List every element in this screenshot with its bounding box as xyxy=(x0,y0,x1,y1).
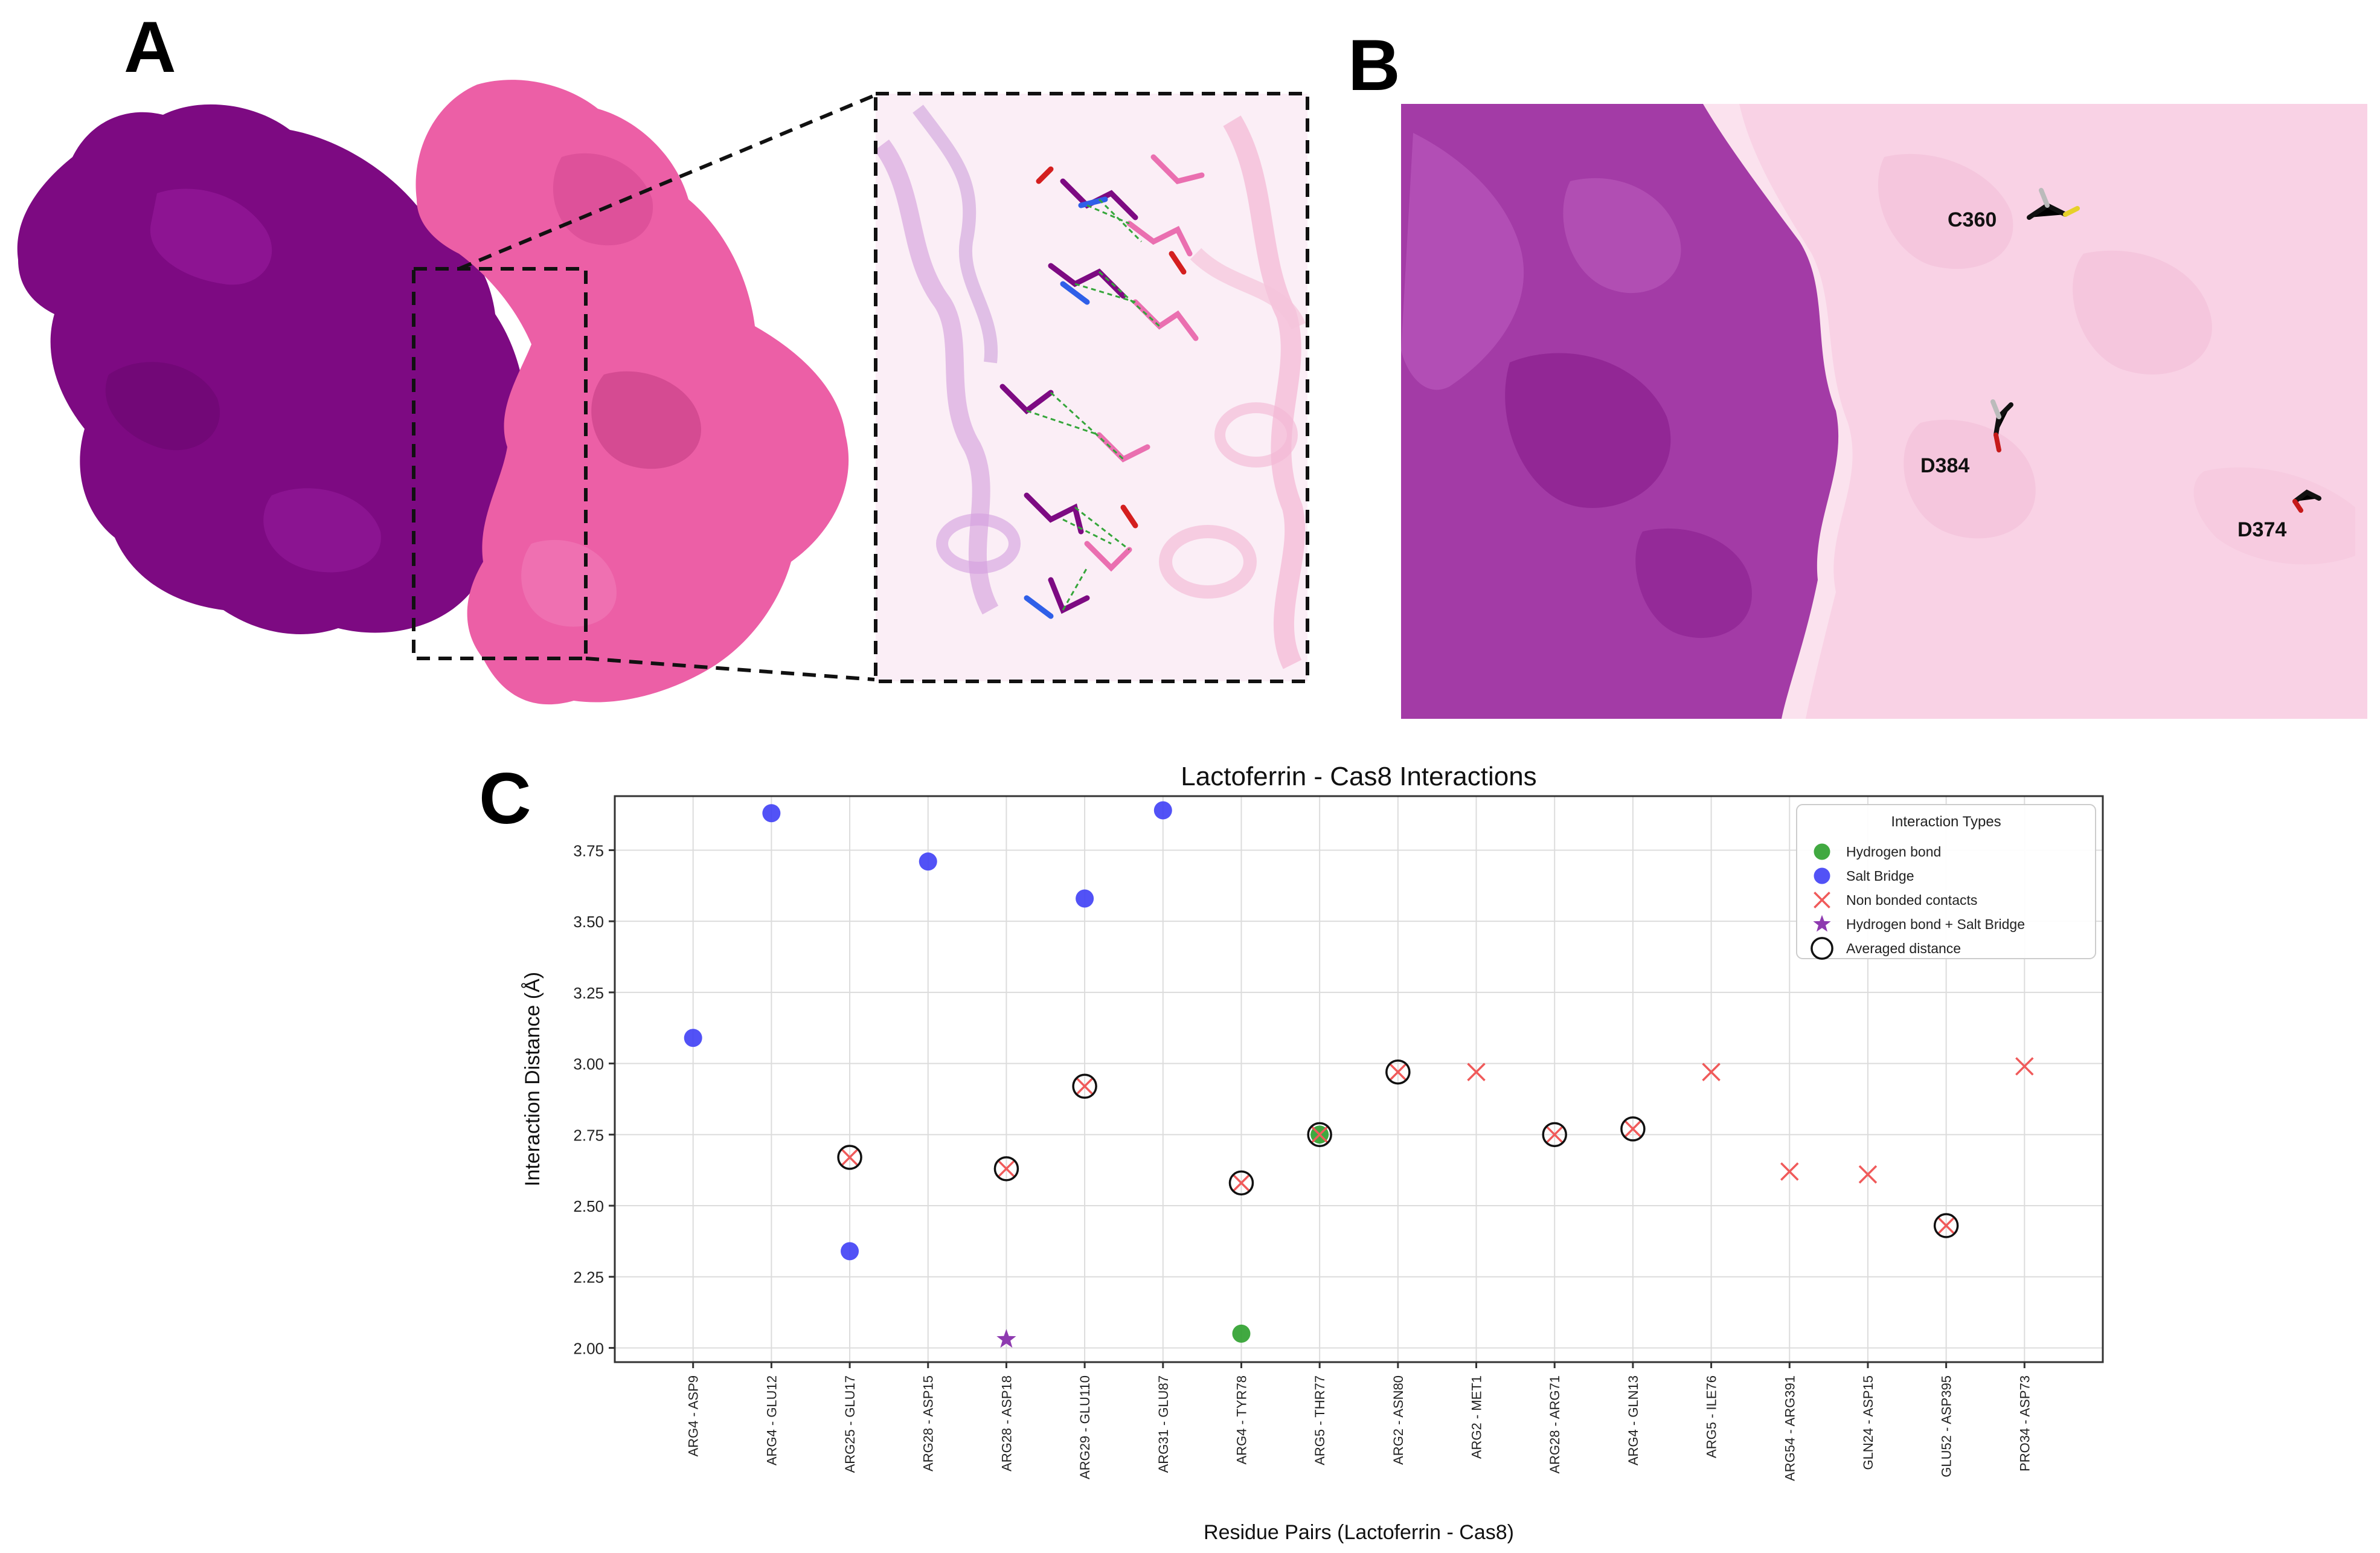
nonbonded-point xyxy=(997,1159,1016,1178)
x-tick-label: ARG4 - GLN13 xyxy=(1626,1375,1641,1465)
y-tick-label: 2.75 xyxy=(573,1126,604,1144)
panel-label-a: A xyxy=(124,7,176,88)
nonbonded-point xyxy=(840,1148,859,1167)
legend-label: Averaged distance xyxy=(1846,940,1961,956)
nonbonded-point xyxy=(2015,1057,2034,1076)
x-tick-label: ARG2 - MET1 xyxy=(1469,1375,1484,1459)
x-tick-label: ARG5 - ILE76 xyxy=(1704,1375,1719,1458)
x-tick-label: ARG28 - ASP15 xyxy=(921,1375,936,1471)
nonbonded-point xyxy=(1937,1216,1955,1235)
x-tick-label: PRO34 - ASP73 xyxy=(2017,1375,2032,1471)
x-tick-label: ARG5 - THR77 xyxy=(1312,1375,1327,1465)
avg-point xyxy=(1933,1213,1959,1238)
hbond-point xyxy=(1310,1125,1329,1144)
x-axis-label: Residue Pairs (Lactoferrin - Cas8) xyxy=(1204,1521,1514,1544)
zoom-line-bottom xyxy=(585,657,875,681)
plot-frame xyxy=(614,795,2104,1363)
hbsalt-point xyxy=(996,1329,1016,1348)
salt-point xyxy=(919,852,937,871)
salt-point xyxy=(762,804,781,823)
legend-marker-salt xyxy=(1814,867,1830,884)
residue-label-d374: D374 xyxy=(2237,518,2286,541)
salt-point xyxy=(684,1029,702,1047)
salt-point xyxy=(1076,889,1094,908)
residue-label-c360: C360 xyxy=(1948,208,1997,231)
nonbonded-point xyxy=(1310,1125,1329,1144)
zoom-line-top xyxy=(458,94,876,271)
nonbonded-point xyxy=(1702,1063,1721,1081)
panel-b-residue-sticks xyxy=(1990,188,2321,513)
nonbonded-point xyxy=(1232,1174,1251,1192)
legend-title: Interaction Types xyxy=(1891,814,2001,830)
avg-point xyxy=(1542,1122,1567,1148)
x-tick-label: ARG25 - GLU17 xyxy=(842,1375,858,1473)
hbond-point xyxy=(1232,1324,1251,1343)
zoom-inset-border xyxy=(874,92,1309,683)
salt-point xyxy=(1153,801,1172,820)
x-tick-label: ARG4 - TYR78 xyxy=(1234,1375,1249,1465)
x-tick-label: ARG28 - ARG71 xyxy=(1547,1375,1562,1474)
chart-title: Lactoferrin - Cas8 Interactions xyxy=(1181,762,1536,791)
nonbonded-point xyxy=(1388,1063,1408,1081)
x-tick-label: ARG2 - ASN80 xyxy=(1391,1375,1406,1465)
x-tick-label: ARG54 - ARG391 xyxy=(1782,1375,1797,1481)
nonbonded-point xyxy=(1623,1119,1643,1139)
nonbonded-point xyxy=(1075,1077,1094,1096)
panel-label-b: B xyxy=(1348,25,1400,106)
x-tick-label: GLU52 - ASP395 xyxy=(1939,1375,1954,1477)
legend-marker-avg xyxy=(1811,937,1833,960)
nonbonded-point xyxy=(1467,1063,1486,1081)
y-tick-label: 2.25 xyxy=(573,1268,604,1287)
residue-label-d384: D384 xyxy=(1920,454,1969,477)
avg-point xyxy=(993,1156,1019,1182)
legend-label: Non bonded contacts xyxy=(1846,892,1977,908)
y-tick-label: 3.25 xyxy=(573,984,604,1002)
avg-point xyxy=(1385,1059,1411,1085)
y-axis-label: Interaction Distance (Å) xyxy=(521,972,544,1186)
y-tick-label: 3.75 xyxy=(573,841,604,860)
panel-b-surface xyxy=(1401,104,2367,719)
y-tick-label: 2.00 xyxy=(573,1339,604,1357)
x-tick-label: ARG31 - GLU87 xyxy=(1156,1375,1171,1473)
salt-point xyxy=(841,1242,859,1261)
lactoferrin-surface-a xyxy=(17,104,527,635)
y-tick-label: 3.00 xyxy=(573,1055,604,1073)
legend: Interaction Types Hydrogen bond Salt Bridg… xyxy=(1796,804,2096,960)
legend-marker-hbond xyxy=(1814,843,1830,860)
x-tick-label: ARG4 - GLU12 xyxy=(764,1375,779,1465)
x-tick-label: GLN24 - ASP15 xyxy=(1861,1375,1876,1470)
y-tick-label: 3.50 xyxy=(573,913,604,931)
x-tick-label: ARG29 - GLU110 xyxy=(1077,1375,1092,1479)
zoom-inset xyxy=(876,94,1307,681)
x-tick-label: ARG4 - ASP9 xyxy=(686,1375,701,1457)
legend-box xyxy=(1796,804,2096,959)
nonbonded-point xyxy=(1780,1162,1799,1181)
nonbonded-point xyxy=(1545,1125,1564,1144)
legend-label: Salt Bridge xyxy=(1846,868,1914,884)
structure-panels: C360 D384 D374 xyxy=(17,80,2367,719)
avg-point xyxy=(1620,1116,1646,1142)
avg-point xyxy=(1228,1170,1254,1196)
legend-marker-hbsalt xyxy=(1813,915,1831,932)
x-tick-label: ARG28 - ASP18 xyxy=(999,1375,1014,1471)
y-tick-label: 2.50 xyxy=(573,1197,604,1215)
cas8-surface-a xyxy=(415,80,849,705)
legend-label: Hydrogen bond xyxy=(1846,844,1941,860)
legend-label: Hydrogen bond + Salt Bridge xyxy=(1846,916,2025,932)
avg-point xyxy=(1307,1122,1332,1148)
legend-marker-nonbonded xyxy=(1814,892,1830,908)
avg-point xyxy=(837,1145,862,1170)
nonbonded-point xyxy=(1858,1165,1878,1184)
avg-point xyxy=(1072,1073,1097,1099)
panel-label-c: C xyxy=(479,758,531,839)
